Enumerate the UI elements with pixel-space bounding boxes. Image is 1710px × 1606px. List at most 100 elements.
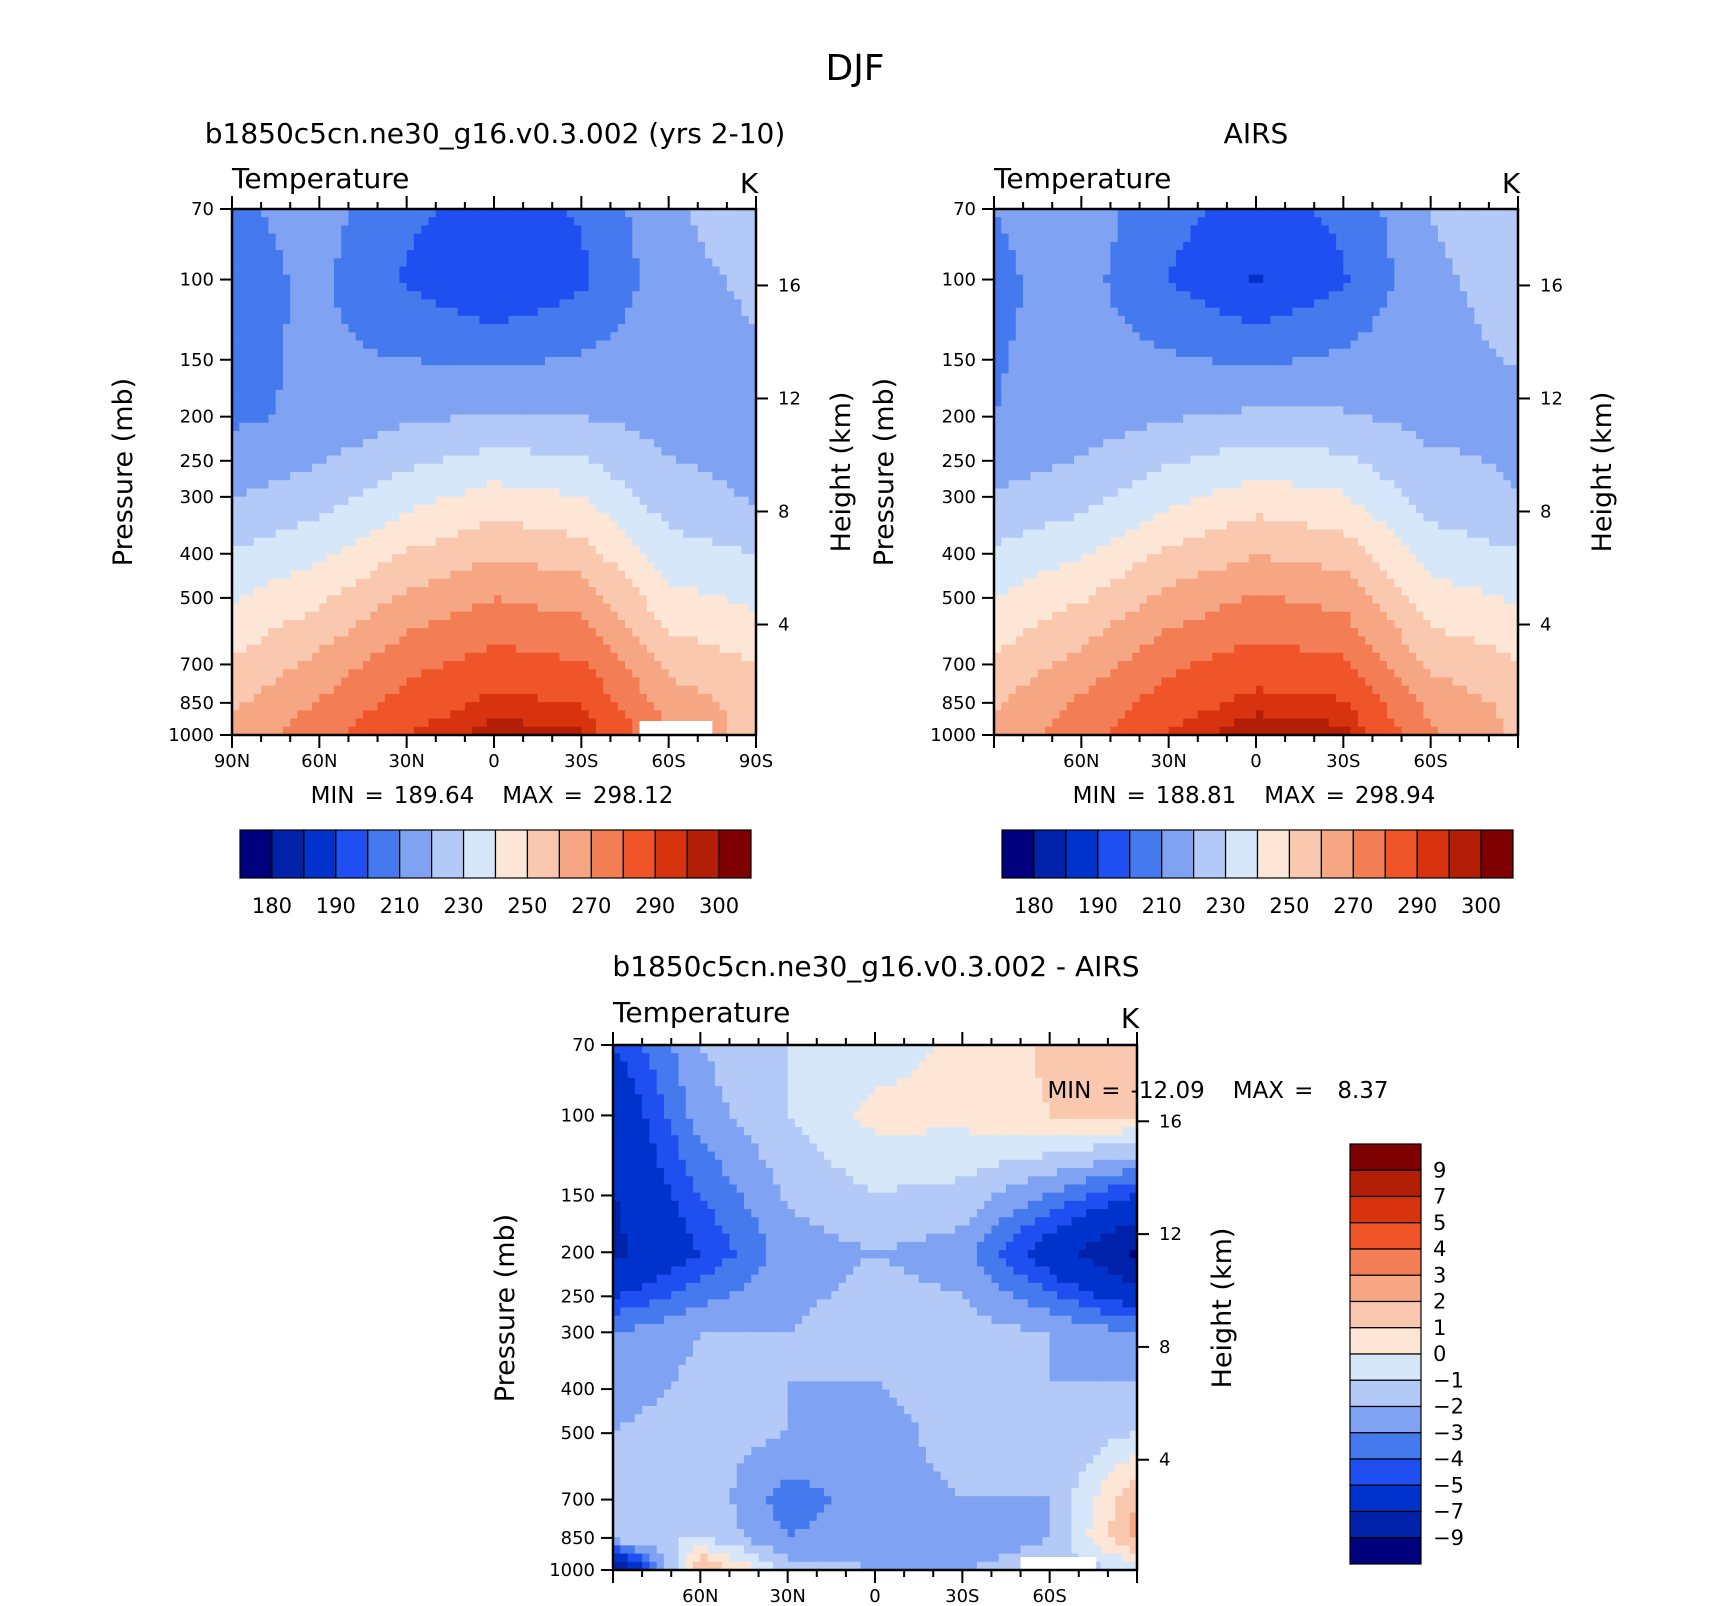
contour-cell [246, 521, 255, 531]
contour-cell [675, 447, 684, 457]
contour-cell [508, 406, 517, 416]
contour-cell [559, 414, 568, 424]
contour-cell [246, 587, 255, 596]
contour-cell [1190, 209, 1199, 218]
contour-cell [428, 282, 437, 292]
contour-cell [705, 315, 713, 325]
contour-cell [494, 587, 502, 596]
contour-cell [559, 578, 568, 588]
contour-cell [261, 693, 269, 703]
contour-cell [719, 373, 728, 383]
contour-cell [544, 570, 553, 580]
contour-cell [304, 562, 313, 572]
contour-cell [537, 513, 546, 522]
contour-cell [712, 661, 721, 670]
contour-cell [370, 472, 379, 481]
contour-cell [479, 422, 488, 432]
contour-cell [290, 241, 299, 251]
contour-cell [232, 291, 240, 301]
contour-cell [479, 373, 488, 383]
contour-cell [1357, 217, 1366, 227]
contour-cell [559, 488, 568, 498]
contour-cell [428, 636, 437, 646]
contour-cell [712, 463, 721, 473]
contour-cell [632, 644, 641, 654]
contour-cell [457, 315, 466, 325]
contour-cell [486, 628, 495, 637]
contour-cell [566, 274, 575, 284]
contour-cell [544, 447, 553, 457]
contour-cell [508, 488, 517, 498]
contour-cell [734, 439, 743, 448]
contour-cell [435, 472, 444, 481]
contour-cell [574, 217, 582, 227]
contour-cell [719, 398, 728, 407]
contour-cell [690, 644, 699, 654]
contour-cell [326, 472, 335, 481]
contour-cell [326, 685, 335, 695]
contour-cell [705, 496, 713, 506]
contour-cell [646, 241, 655, 251]
contour-cell [683, 504, 692, 514]
contour-cell [661, 282, 670, 292]
contour-cell [675, 365, 684, 374]
contour-cell [472, 595, 481, 605]
contour-cell [319, 430, 328, 440]
contour-cell [544, 250, 553, 259]
contour-cell [239, 726, 248, 735]
contour-cell [246, 545, 255, 555]
contour-cell [384, 595, 393, 605]
contour-cell [588, 726, 597, 735]
contour-cell [501, 652, 510, 662]
contour-cell [363, 685, 371, 695]
contour-cell [719, 652, 728, 662]
contour-cell [253, 299, 262, 309]
contour-cell [639, 554, 648, 564]
variable-label: Temperature [231, 162, 409, 195]
contour-cell [559, 439, 568, 448]
contour-cell [588, 398, 597, 407]
contour-cell [384, 447, 393, 457]
contour-cell [282, 603, 291, 613]
contour-cell [1074, 225, 1082, 235]
contour-cell [494, 463, 502, 473]
contour-cell [232, 661, 240, 670]
contour-cell [559, 611, 568, 621]
contour-cell [1052, 217, 1061, 227]
contour-cell [268, 521, 277, 531]
contour-cell [421, 628, 430, 637]
contour-cell [537, 480, 546, 490]
contour-cell [239, 562, 248, 572]
contour-cell [297, 282, 306, 292]
contour-cell [370, 611, 379, 621]
contour-cell [646, 233, 655, 243]
contour-cell [443, 414, 451, 424]
contour-cell [1285, 225, 1293, 235]
contour-cell [625, 463, 633, 473]
contour-cell [363, 324, 371, 333]
contour-cell [661, 619, 670, 629]
contour-cell [544, 406, 553, 416]
contour-cell [377, 595, 386, 605]
contour-cell [610, 521, 619, 531]
contour-cell [625, 595, 633, 605]
contour-cell [421, 406, 430, 416]
contour-cell [348, 414, 357, 424]
contour-cell [275, 578, 284, 588]
contour-cell [363, 545, 371, 555]
contour-cell [348, 463, 357, 473]
contour-cell [617, 570, 626, 580]
contour-cell [559, 521, 568, 531]
contour-cell [297, 603, 306, 613]
contour-cell [486, 307, 495, 317]
contour-cell [654, 299, 662, 309]
contour-cell [443, 389, 451, 399]
contour-cell [719, 480, 728, 490]
contour-cell [734, 578, 743, 588]
contour-cell [603, 373, 612, 383]
contour-cell [450, 504, 459, 514]
contour-cell [457, 422, 466, 432]
contour-cell [748, 472, 756, 481]
contour-cell [282, 718, 291, 728]
contour-cell [297, 710, 306, 720]
